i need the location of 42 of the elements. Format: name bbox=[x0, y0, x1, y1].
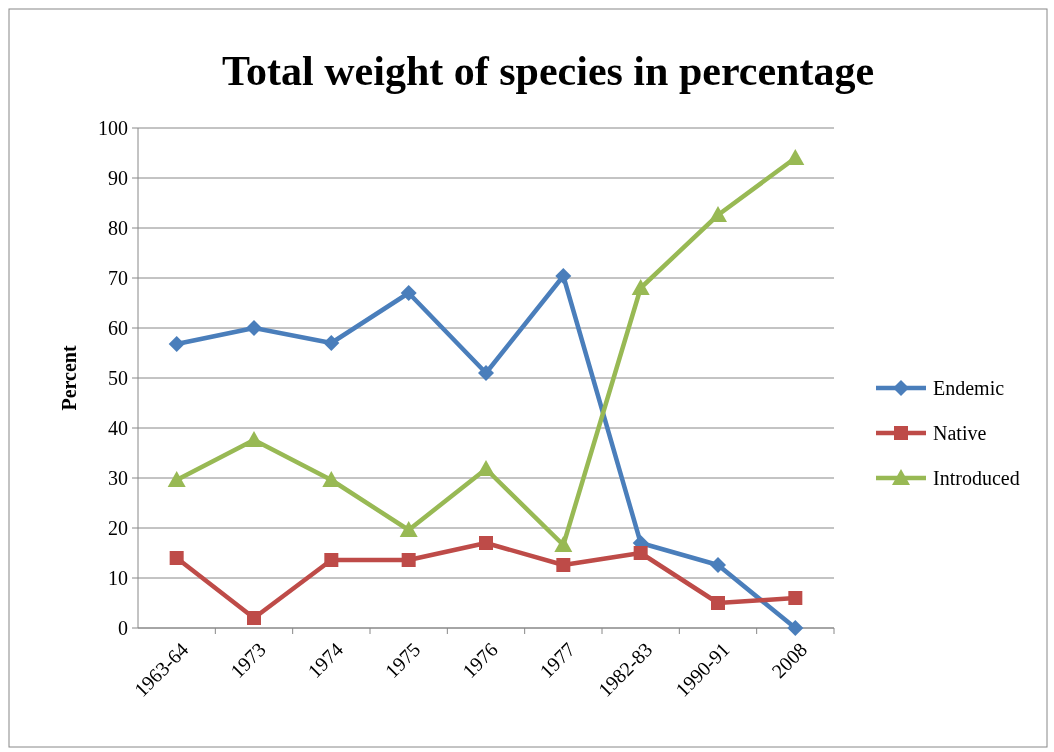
y-tick-label: 90 bbox=[108, 167, 128, 189]
point bbox=[788, 591, 803, 605]
chart-title: Total weight of species in percentage bbox=[221, 48, 875, 94]
point bbox=[554, 536, 573, 552]
point bbox=[631, 279, 650, 295]
point bbox=[556, 558, 571, 572]
point bbox=[711, 596, 725, 610]
y-tick-label: 0 bbox=[118, 617, 128, 639]
y-tick-label: 40 bbox=[108, 417, 128, 439]
y-tick-label: 20 bbox=[108, 517, 128, 539]
point bbox=[709, 206, 727, 222]
point bbox=[401, 553, 416, 567]
point bbox=[478, 365, 494, 381]
y-tick-label: 80 bbox=[108, 217, 128, 239]
y-tick-label: 100 bbox=[98, 117, 128, 139]
point bbox=[555, 268, 572, 284]
point bbox=[710, 557, 726, 573]
y-tick-label: 60 bbox=[108, 317, 128, 339]
point bbox=[786, 149, 805, 165]
point bbox=[479, 536, 493, 550]
point bbox=[245, 431, 263, 447]
point bbox=[247, 611, 261, 625]
x-tick-label: 1973 bbox=[225, 638, 270, 683]
y-tick-label: 10 bbox=[108, 567, 128, 589]
point bbox=[169, 551, 184, 565]
point bbox=[246, 320, 262, 336]
legend-label: Native bbox=[933, 422, 987, 444]
y-tick-label: 70 bbox=[108, 267, 128, 289]
y-axis-title: Percent bbox=[58, 345, 80, 411]
point bbox=[323, 335, 340, 351]
point bbox=[168, 336, 185, 352]
y-tick-label: 30 bbox=[108, 467, 128, 489]
point bbox=[167, 471, 186, 487]
point bbox=[477, 460, 495, 476]
point bbox=[400, 285, 417, 301]
point bbox=[787, 620, 804, 636]
point bbox=[399, 521, 418, 537]
legend-label: Introduced bbox=[933, 467, 1020, 489]
point bbox=[633, 546, 648, 560]
y-tick-label: 50 bbox=[108, 367, 128, 389]
legend-label: Endemic bbox=[933, 377, 1005, 399]
point bbox=[324, 553, 339, 567]
